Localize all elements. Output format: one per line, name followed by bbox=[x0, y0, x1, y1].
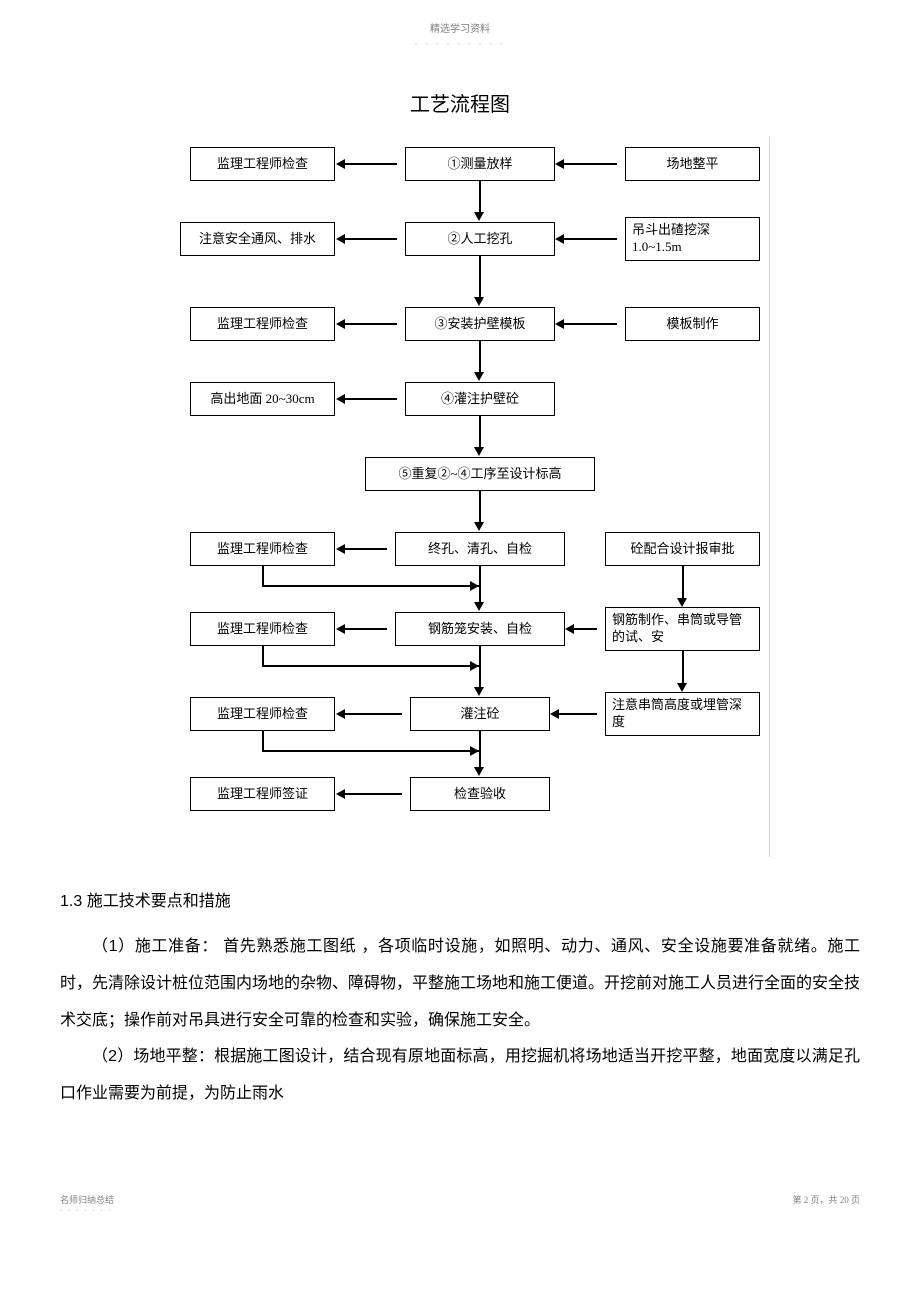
node-r2-center: ②人工挖孔 bbox=[405, 222, 555, 256]
node-r6-right: 砼配合设计报审批 bbox=[605, 532, 760, 566]
page-title: 工艺流程图 bbox=[60, 88, 860, 117]
flowchart: 监理工程师检查 ①测量放样 场地整平 注意安全通风、排水 ②人工挖孔 吊斗出碴挖… bbox=[150, 137, 770, 857]
node-r3-right: 模板制作 bbox=[625, 307, 760, 341]
node-r3-left: 监理工程师检查 bbox=[190, 307, 335, 341]
node-r9-left: 监理工程师签证 bbox=[190, 777, 335, 811]
footer-left-dots: - - - - - - - bbox=[60, 1206, 114, 1214]
node-r1-right: 场地整平 bbox=[625, 147, 760, 181]
node-r6-left: 监理工程师检查 bbox=[190, 532, 335, 566]
node-r4-center: ④灌注护壁砼 bbox=[405, 382, 555, 416]
node-r7-center: 钢筋笼安装、自检 bbox=[395, 612, 565, 646]
node-r7-right: 钢筋制作、串筒或导管的试、安 bbox=[605, 607, 760, 651]
footer-left: 名师归纳总结 bbox=[60, 1193, 114, 1206]
footer-right: 第 2 页，共 20 页 bbox=[792, 1193, 860, 1214]
paragraph-1: （1）施工准备： 首先熟悉施工图纸 ，各项临时设施，如照明、动力、通风、安全设施… bbox=[60, 929, 860, 1039]
page-footer: 名师归纳总结 - - - - - - - 第 2 页，共 20 页 bbox=[60, 1193, 860, 1214]
node-r5-center: ⑤重复②~④工序至设计标高 bbox=[365, 457, 595, 491]
header-dots: - - - - - - - - - bbox=[60, 39, 860, 48]
node-r3-center: ③安装护壁模板 bbox=[405, 307, 555, 341]
node-r9-center: 检查验收 bbox=[410, 777, 550, 811]
node-r8-right: 注意串筒高度或埋管深度 bbox=[605, 692, 760, 736]
node-r6-center: 终孔、清孔、自检 bbox=[395, 532, 565, 566]
node-r2-left: 注意安全通风、排水 bbox=[180, 222, 335, 256]
node-r8-center: 灌注砼 bbox=[410, 697, 550, 731]
node-r1-left: 监理工程师检查 bbox=[190, 147, 335, 181]
node-r1-center: ①测量放样 bbox=[405, 147, 555, 181]
node-r8-left: 监理工程师检查 bbox=[190, 697, 335, 731]
node-r7-left: 监理工程师检查 bbox=[190, 612, 335, 646]
header-small-text: 精选学习资料 bbox=[60, 20, 860, 35]
section-heading: 1.3 施工技术要点和措施 bbox=[60, 887, 860, 911]
node-r4-left: 高出地面 20~30cm bbox=[190, 382, 335, 416]
paragraph-2: （2）场地平整：根据施工图设计，结合现有原地面标高，用挖掘机将场地适当开挖平整，… bbox=[60, 1039, 860, 1113]
node-r2-right: 吊斗出碴挖深1.0~1.5m bbox=[625, 217, 760, 261]
